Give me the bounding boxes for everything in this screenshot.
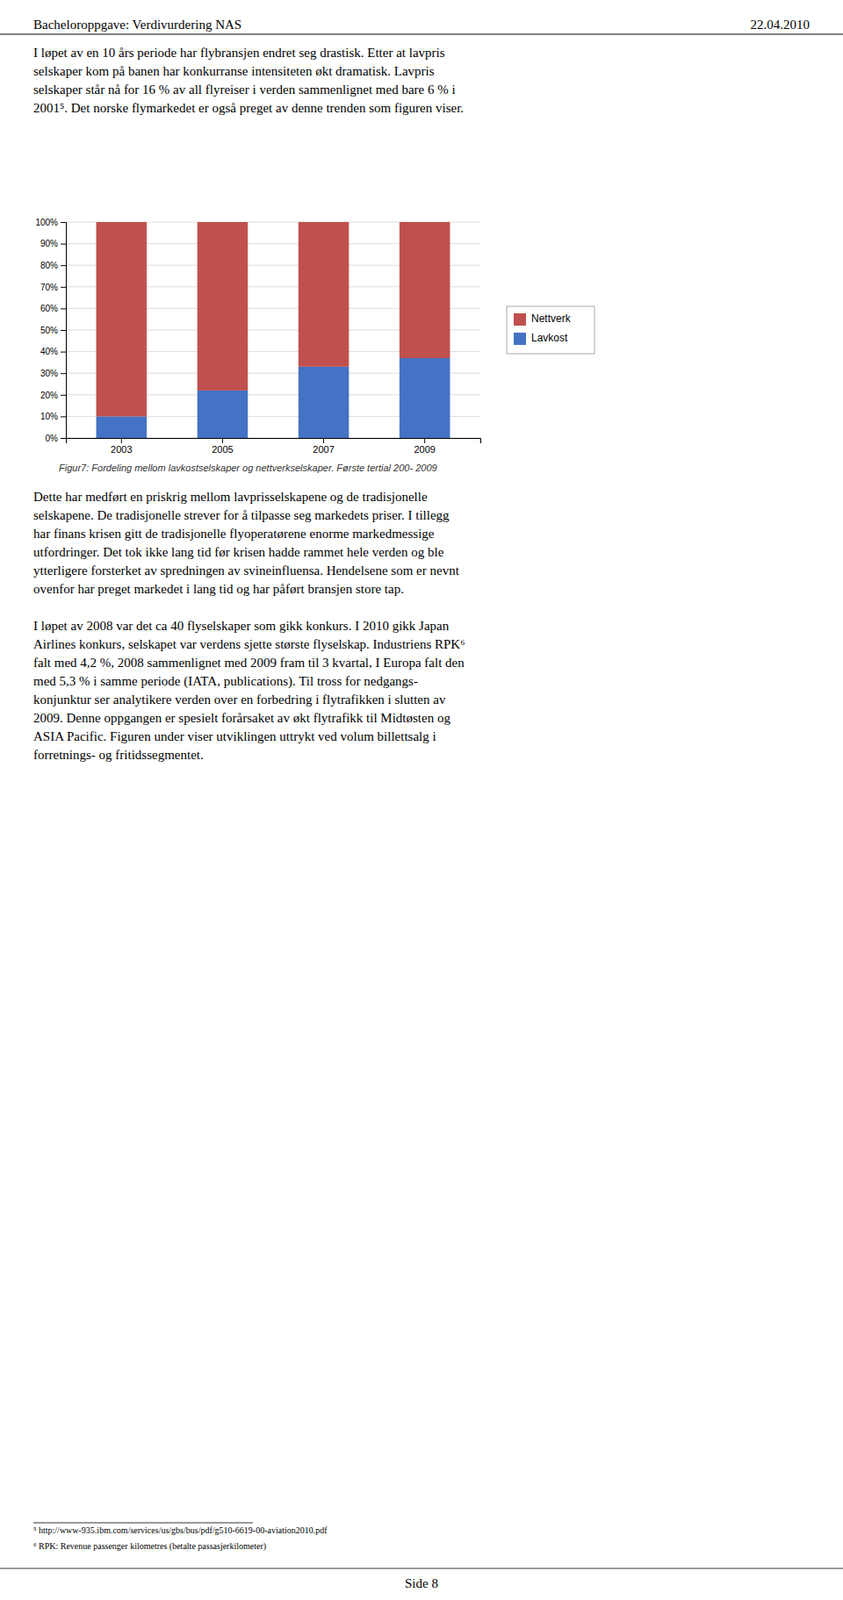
tick-mark <box>60 222 66 224</box>
tick-label: 30% <box>40 368 58 379</box>
header-rule <box>0 34 843 36</box>
legend-swatch <box>513 313 526 326</box>
tick-label: 70% <box>40 282 58 293</box>
body-text: selskaper står nå for 16 % av all flyrei… <box>33 82 456 97</box>
tick: 50% <box>40 325 66 336</box>
grid <box>65 222 481 439</box>
tick-mark <box>60 287 66 289</box>
tick: 40% <box>40 346 66 357</box>
bar <box>298 367 350 439</box>
tick-label: 2003 <box>110 444 132 455</box>
body-text: utfordringer. Det tok ikke lang tid før … <box>33 545 445 560</box>
tick-label: 2005 <box>211 444 233 455</box>
bar <box>399 222 451 359</box>
tick-mark <box>60 330 66 332</box>
tick-label: 10% <box>40 411 58 422</box>
tick-label: 90% <box>40 238 58 249</box>
body-text: forretnings- og fritidssegmentet. <box>33 748 204 763</box>
body-text: 2001⁵. Det norske flymarkedet er også pr… <box>33 100 464 116</box>
bars <box>96 222 451 439</box>
tick: 80% <box>40 260 66 271</box>
tick: 20% <box>40 390 66 401</box>
footnote-rule <box>33 1523 253 1525</box>
legend-frame <box>506 306 595 354</box>
body-text: I løpet av en 10 års periode har flybran… <box>33 45 446 60</box>
tick: 30% <box>40 368 66 379</box>
tick-label: 80% <box>40 260 58 271</box>
tick-label: 20% <box>40 390 58 401</box>
legend-label: Nettverk <box>531 312 572 325</box>
tick-mark <box>60 244 66 245</box>
tick-mark <box>121 438 123 444</box>
bar-series <box>96 358 451 439</box>
page-rule <box>0 1569 843 1571</box>
tick-label: 50% <box>40 325 58 336</box>
legend-item: Lavkost <box>513 331 569 346</box>
tick: 90% <box>40 238 66 249</box>
tick-mark <box>60 308 66 310</box>
body-text: Dette har medført en priskrig mellom lav… <box>33 489 428 505</box>
legend-item: Nettverk <box>513 312 572 326</box>
legend: Nettverk Lavkost <box>506 306 595 354</box>
caption: Figur7: Fordeling mellom lavkostselskape… <box>58 462 438 474</box>
body-text: ytterligere forsterket av spredningen av… <box>33 563 461 578</box>
tick-mark <box>222 438 224 444</box>
y-axis: 0% 10% 20% 30% 40% 50% 60% 70% 80% 90% 100% <box>35 217 66 444</box>
chart: 0%10%20%30%40%50%60%70%80%90%100%2003200… <box>35 217 595 455</box>
tick: 70% <box>40 282 66 293</box>
body-text: selskapene. De tradisjonelle strever for… <box>33 508 450 523</box>
tick: 10% <box>40 411 66 422</box>
tick-mark <box>60 416 66 418</box>
tick-label: 60% <box>40 303 58 314</box>
legend-label: Lavkost <box>531 331 569 345</box>
tick-label: 100% <box>35 217 58 228</box>
bar <box>298 222 350 368</box>
body-text: konjunktur ser analytikere verden over e… <box>33 692 447 707</box>
tick-mark <box>60 373 66 375</box>
tick-mark <box>323 438 325 444</box>
tick: 60% <box>40 303 66 314</box>
bar <box>96 222 148 417</box>
bar <box>399 358 451 439</box>
bar-series <box>96 222 451 417</box>
tick: 0% <box>45 433 66 444</box>
axis-line <box>60 223 67 440</box>
tick-mark <box>60 352 66 354</box>
body-text: ASIA Pacific. Figuren under viser utvikl… <box>33 729 437 744</box>
body-text: selskaper kom på banen har konkurranse i… <box>33 64 435 79</box>
body-text: I løpet av 2008 var det ca 40 flyselskap… <box>33 619 450 634</box>
tick-mark <box>60 438 66 440</box>
body-text: ovenfor har preget markedet i lang tid o… <box>33 582 404 597</box>
bar <box>197 390 249 439</box>
body-text: har finans krisen gitt de tradisjonelle … <box>33 526 435 541</box>
tick-label: 2009 <box>413 444 435 455</box>
header-title: Bacheloroppgave: Verdivurdering NAS <box>33 17 242 32</box>
tick-label: 2007 <box>312 444 334 455</box>
tick-mark <box>424 438 426 444</box>
tick: 2003 <box>110 438 132 455</box>
body-text: 2009. Denne oppgangen er spesielt forårs… <box>33 711 451 726</box>
bar <box>197 222 249 391</box>
axis-line <box>66 439 482 445</box>
tick-label: 0% <box>45 433 59 444</box>
footnote: ⁶ RPK: Revenue passenger kilometres (bet… <box>33 1541 267 1553</box>
page-label: Side 8 <box>404 1577 439 1592</box>
bar <box>96 416 148 439</box>
tick: 100% <box>35 217 66 228</box>
tick-mark <box>60 395 66 397</box>
body-text: med 5,3 % i samme periode (IATA, publica… <box>33 674 418 690</box>
tick: 2007 <box>312 438 334 455</box>
body-text: Airlines konkurs, selskapet var verdens … <box>33 637 465 652</box>
page: Bacheloroppgave: Verdivurdering NAS 22.04… <box>0 0 843 1600</box>
tick: 2009 <box>413 438 435 455</box>
tick-mark <box>60 265 66 267</box>
legend-swatch <box>513 332 526 346</box>
footnote: ⁵ http://www-935.ibm.com/services/us/gbs… <box>33 1526 328 1536</box>
header-date: 22.04.2010 <box>750 17 811 32</box>
body-text: falt med 4,2 %, 2008 sammenlignet med 20… <box>33 655 465 671</box>
x-axis: 2003 2005 2007 2009 <box>66 438 482 455</box>
tick-label: 40% <box>40 346 58 357</box>
tick: 2005 <box>211 438 233 455</box>
